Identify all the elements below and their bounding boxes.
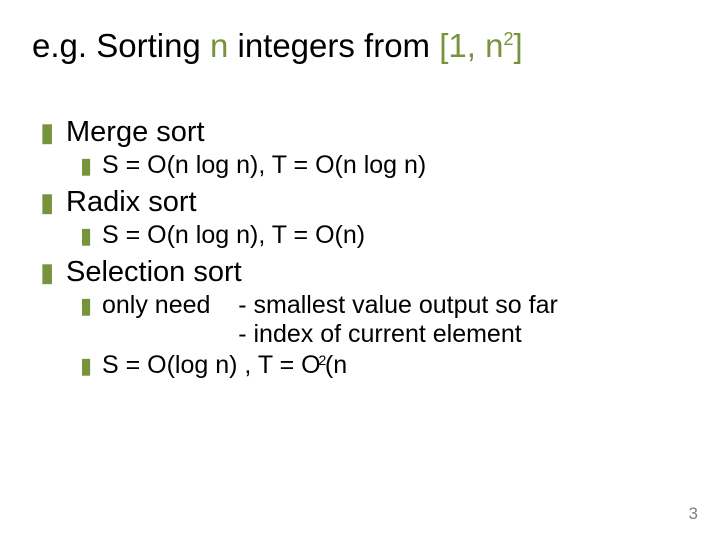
slide-title: e.g. Sorting n integers from [1, n2] — [32, 28, 523, 64]
title-n: n — [210, 27, 228, 64]
bullet-icon: ▮ — [80, 155, 102, 177]
bullet-icon: ▮ — [80, 295, 102, 317]
title-part-3: integers from — [228, 27, 439, 64]
title-bracket: [1, n2] — [439, 27, 522, 64]
need-line-1: - smallest value output so far — [238, 291, 558, 320]
need-line-2: - index of current element — [238, 320, 558, 349]
slide-body: ▮ Merge sort ▮ S = O(n log n), T = O(n l… — [40, 110, 680, 382]
title-part-1: e.g. Sorting — [32, 27, 210, 64]
bullet-icon: ▮ — [80, 355, 102, 377]
item-label: Merge sort — [66, 116, 205, 149]
slide: e.g. Sorting n integers from [1, n2] ▮ M… — [0, 0, 720, 540]
bullet-icon: ▮ — [40, 189, 66, 215]
page-number: 3 — [689, 504, 698, 524]
need-block: only need - smallest value output so far… — [102, 291, 558, 349]
complexity-text: S = O(n log n), T = O(n log n) — [102, 151, 426, 180]
item-selection-sort-need: ▮ only need - smallest value output so f… — [80, 291, 680, 349]
bullet-icon: ▮ — [40, 119, 66, 145]
bullet-icon: ▮ — [40, 259, 66, 285]
item-selection-sort-complexity: ▮ S = O(log n) , T = O2(n — [80, 351, 680, 380]
item-label: Selection sort — [66, 256, 242, 289]
item-merge-sort-detail: ▮ S = O(n log n), T = O(n log n) — [80, 151, 680, 180]
item-radix-sort: ▮ Radix sort — [40, 186, 680, 219]
item-label: Radix sort — [66, 186, 197, 219]
bullet-icon: ▮ — [80, 225, 102, 247]
item-selection-sort: ▮ Selection sort — [40, 256, 680, 289]
need-lines: - smallest value output so far - index o… — [238, 291, 558, 349]
complexity-text: S = O(n log n), T = O(n) — [102, 221, 365, 250]
item-merge-sort: ▮ Merge sort — [40, 116, 680, 149]
item-radix-sort-detail: ▮ S = O(n log n), T = O(n) — [80, 221, 680, 250]
need-prefix: only need — [102, 291, 238, 320]
complexity-text: S = O(log n) , T = O2(n — [102, 351, 347, 380]
